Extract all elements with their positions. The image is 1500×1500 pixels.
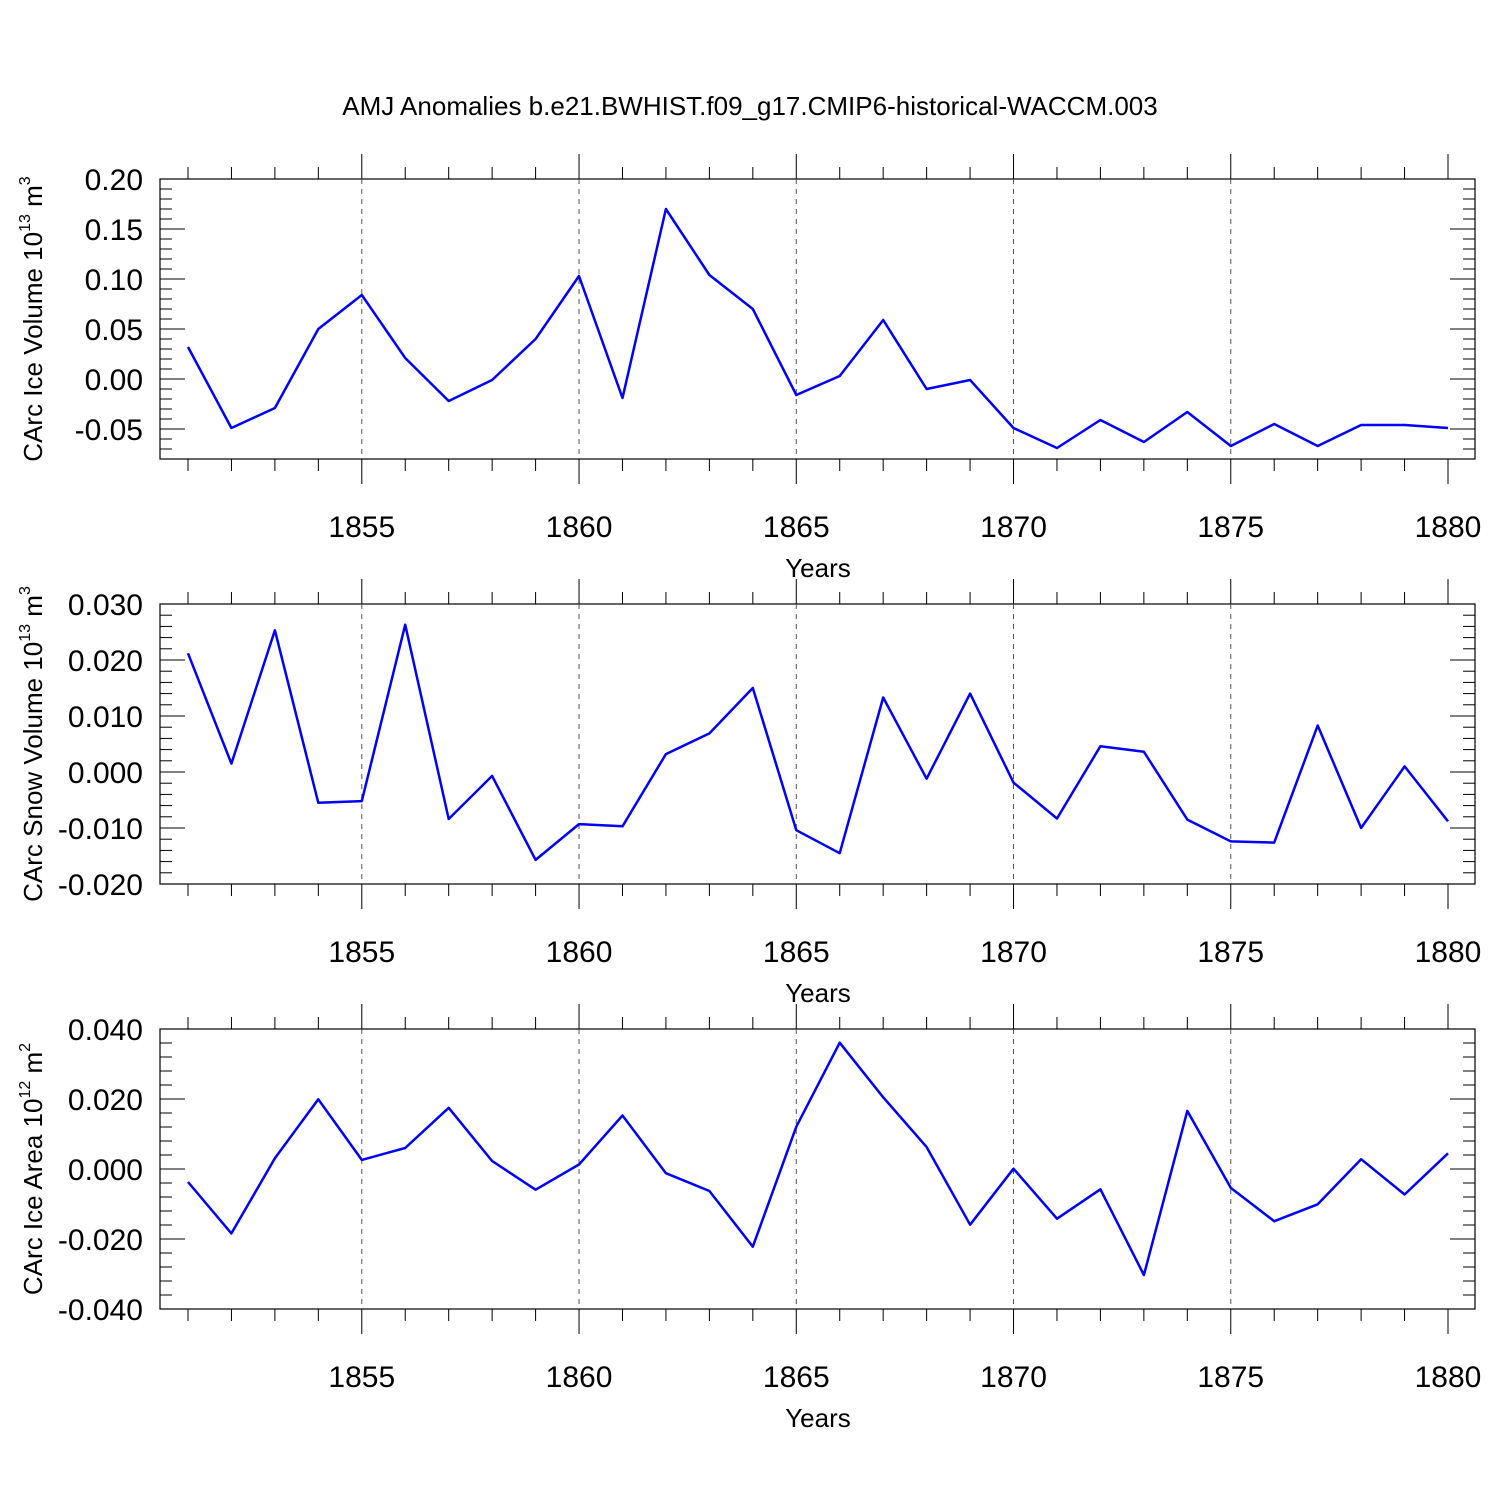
plot-frame [159,178,1476,460]
y-tick-label: -0.040 [58,1294,143,1327]
x-tick-label: 1860 [546,1361,613,1394]
x-axis-label: Years [785,1403,851,1433]
x-tick-label: 1865 [763,1361,830,1394]
y-axis-label: CArc Ice Area 1012 m2 [17,1043,48,1295]
y-tick-label: 0.000 [68,1154,143,1187]
x-tick-label: 1875 [1197,936,1264,969]
chart-title: AMJ Anomalies b.e21.BWHIST.f09_g17.CMIP6… [342,91,1157,121]
y-tick-label: 0.020 [68,645,143,678]
plot-frame [159,603,1476,885]
panels: -0.05 0.00 0.05 0.10 0.15 0.20 1855 1860 1865 187… [17,154,1481,1433]
x-tick-label: 1880 [1415,1361,1482,1394]
x-tick-label: 1880 [1415,511,1482,544]
chart-panel-1: -0.05 0.00 0.05 0.10 0.15 0.20 1855 1860 1865 187… [17,154,1481,583]
x-tick-label: 1875 [1197,1361,1264,1394]
x-tick-label: 1860 [546,936,613,969]
x-tick-label: 1870 [980,1361,1047,1394]
x-tick-label: 1860 [546,511,613,544]
x-tick-label: 1880 [1415,936,1482,969]
series-line [186,207,1449,450]
y-tick-label: 0.000 [68,757,143,790]
y-tick-label: -0.020 [58,869,143,902]
chart-panel-3: -0.040 -0.020 0.000 0.020 0.040 1855 1860 1865 1… [17,1004,1481,1433]
y-axis-label: CArc Snow Volume 1013 m3 [17,586,48,902]
x-tick-label: 1855 [328,1361,395,1394]
chart-panel-2: -0.020 -0.010 0.000 0.010 0.020 0.030 1855 1860… [17,579,1481,1008]
y-axis-label: CArc Ice Volume 1013 m3 [17,176,48,461]
series-line [186,623,1449,862]
series-line [187,1041,1449,1277]
x-tick-label: 1870 [980,936,1047,969]
x-tick-label: 1875 [1197,511,1264,544]
y-tick-label: 0.010 [68,701,143,734]
y-tick-label: -0.020 [58,1224,143,1257]
plot-frame [159,1028,1476,1310]
y-tick-label: 0.030 [68,589,143,622]
y-tick-label: -0.010 [58,813,143,846]
y-tick-label: 0.20 [85,164,143,197]
y-tick-label: -0.05 [75,414,143,447]
x-axis-label: Years [785,553,851,583]
y-tick-label: 0.10 [85,264,143,297]
y-tick-label: 0.040 [68,1014,143,1047]
x-tick-label: 1855 [328,511,395,544]
x-tick-label: 1870 [980,511,1047,544]
y-tick-label: 0.020 [68,1084,143,1117]
x-tick-label: 1855 [328,936,395,969]
y-tick-label: 0.15 [85,214,143,247]
x-axis-label: Years [785,978,851,1008]
x-tick-label: 1865 [763,511,830,544]
x-tick-label: 1865 [763,936,830,969]
y-tick-label: 0.05 [85,314,143,347]
y-tick-label: 0.00 [85,364,143,397]
